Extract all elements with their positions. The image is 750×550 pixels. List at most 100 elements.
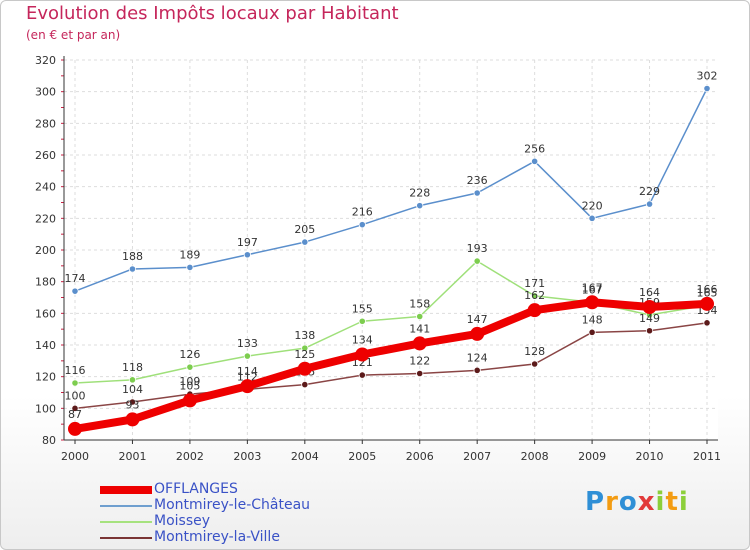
y-tick-label: 300 bbox=[35, 86, 56, 99]
x-tick-label: 2009 bbox=[578, 450, 606, 463]
data-point bbox=[416, 202, 424, 210]
data-label: 138 bbox=[294, 329, 315, 342]
data-label: 205 bbox=[294, 223, 315, 236]
x-tick-label: 2011 bbox=[693, 450, 721, 463]
data-label: 228 bbox=[409, 187, 430, 200]
data-point bbox=[243, 352, 251, 360]
legend-label: OFFLANGES bbox=[154, 481, 238, 497]
data-point bbox=[412, 336, 427, 351]
y-tick-label: 120 bbox=[35, 371, 56, 384]
data-point bbox=[531, 360, 539, 368]
data-label: 216 bbox=[352, 206, 373, 219]
logo-letter: x bbox=[637, 487, 656, 517]
x-tick-label: 2008 bbox=[521, 450, 549, 463]
y-tick-label: 260 bbox=[35, 149, 56, 162]
y-tick-label: 320 bbox=[35, 54, 56, 67]
data-point bbox=[358, 221, 366, 229]
legend-swatch bbox=[100, 486, 152, 494]
x-tick-label: 2003 bbox=[233, 450, 261, 463]
logo-letter: i bbox=[678, 487, 689, 517]
data-label: 162 bbox=[524, 289, 545, 302]
data-label: 167 bbox=[582, 283, 603, 296]
data-point bbox=[186, 263, 194, 272]
data-point bbox=[301, 380, 309, 389]
x-tick-label: 2004 bbox=[291, 450, 319, 463]
series-line-montmirey-la-ville bbox=[74, 322, 708, 410]
data-label: 188 bbox=[122, 250, 143, 263]
data-label: 104 bbox=[122, 383, 143, 396]
data-label: 149 bbox=[639, 312, 660, 325]
x-tick-label: 2002 bbox=[176, 450, 204, 463]
y-tick-label: 220 bbox=[35, 212, 56, 225]
data-label: 116 bbox=[65, 364, 86, 377]
data-point bbox=[473, 189, 481, 197]
data-point bbox=[243, 251, 251, 259]
legend-swatch bbox=[100, 537, 152, 539]
y-tick-label: 180 bbox=[35, 276, 56, 289]
y-tick-label: 240 bbox=[35, 181, 56, 194]
legend-label: Montmirey-le-Château bbox=[154, 497, 311, 513]
data-point bbox=[700, 296, 714, 311]
x-tick-label: 2000 bbox=[61, 450, 89, 463]
data-point bbox=[128, 265, 137, 273]
data-label: 197 bbox=[237, 236, 258, 249]
data-point bbox=[645, 327, 654, 335]
data-point bbox=[125, 412, 140, 427]
y-tick-label: 280 bbox=[35, 117, 56, 130]
data-point bbox=[531, 157, 539, 165]
data-label: 236 bbox=[467, 174, 488, 187]
data-label: 109 bbox=[179, 375, 200, 388]
legend-swatch bbox=[100, 505, 152, 507]
data-point bbox=[703, 84, 711, 93]
series-line-montmirey-le-ch-teau bbox=[74, 88, 708, 292]
y-tick-label: 100 bbox=[35, 402, 56, 415]
logo-letter: r bbox=[605, 487, 619, 517]
data-label: 256 bbox=[524, 142, 545, 155]
data-point bbox=[473, 257, 481, 265]
data-point bbox=[585, 295, 600, 310]
series-line-offlanges bbox=[74, 298, 708, 433]
data-point bbox=[301, 344, 309, 352]
data-label: 87 bbox=[68, 408, 82, 421]
data-point bbox=[128, 376, 137, 384]
data-label: 126 bbox=[179, 348, 200, 361]
data-point bbox=[186, 363, 194, 371]
data-point bbox=[416, 312, 424, 321]
data-label: 167 bbox=[582, 281, 603, 294]
data-label: 220 bbox=[582, 199, 603, 212]
y-tick-label: 160 bbox=[35, 307, 56, 320]
y-tick-label: 200 bbox=[35, 244, 56, 257]
data-point bbox=[240, 379, 255, 394]
chart-subtitle: (en € et par an) bbox=[26, 28, 121, 42]
x-tick-label: 2007 bbox=[463, 450, 491, 463]
data-label: 128 bbox=[524, 345, 545, 358]
data-label: 114 bbox=[237, 365, 258, 378]
x-tick-label: 2010 bbox=[636, 450, 664, 463]
data-label: 193 bbox=[467, 242, 488, 255]
logo-letter: o bbox=[618, 487, 638, 517]
data-point bbox=[645, 200, 654, 208]
data-label: 166 bbox=[697, 283, 718, 296]
data-point bbox=[297, 361, 312, 376]
data-point bbox=[588, 214, 596, 222]
data-point bbox=[71, 287, 79, 295]
legend-label: Moissey bbox=[154, 513, 211, 529]
data-label: 171 bbox=[524, 277, 545, 290]
data-point bbox=[416, 369, 424, 378]
data-label: 174 bbox=[65, 272, 86, 285]
data-label: 93 bbox=[125, 398, 139, 411]
data-label: 147 bbox=[467, 313, 488, 326]
x-tick-label: 2005 bbox=[348, 450, 376, 463]
data-label: 189 bbox=[179, 248, 200, 261]
data-label: 105 bbox=[179, 379, 200, 392]
data-label: 155 bbox=[352, 302, 373, 315]
x-tick-label: 2006 bbox=[406, 450, 434, 463]
logo-letter: t bbox=[665, 487, 679, 517]
data-label: 112 bbox=[237, 370, 258, 383]
data-point bbox=[531, 292, 539, 300]
data-label: 165 bbox=[697, 286, 718, 299]
data-label: 229 bbox=[639, 185, 660, 198]
proxiti-logo: Proxiti bbox=[585, 487, 689, 517]
data-label: 302 bbox=[697, 70, 718, 83]
